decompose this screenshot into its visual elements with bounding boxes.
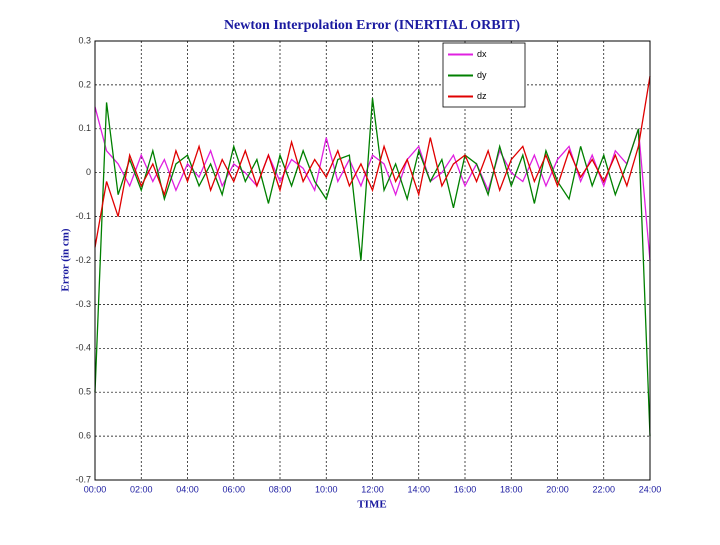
y-tick-label: -0.2 [75, 255, 91, 265]
x-tick-label: 04:00 [176, 484, 199, 494]
y-tick-label: 0 [86, 167, 91, 177]
x-tick-label: 12:00 [361, 484, 384, 494]
y-axis-label: Error (in cm) [60, 228, 72, 291]
y-tick-label: 0.3 [78, 35, 91, 45]
x-tick-label: 06:00 [222, 484, 245, 494]
y-tick-label: -0.4 [75, 343, 91, 353]
x-axis-label: TIME [357, 499, 386, 511]
y-tick-label: 0.1 [78, 123, 91, 133]
x-tick-label: 18:00 [500, 484, 523, 494]
series-line [94, 76, 651, 248]
series-line [94, 106, 651, 261]
y-tick-label: 0.2 [78, 79, 91, 89]
x-tick-label: 00:00 [84, 484, 107, 494]
legend-label: dz [477, 91, 487, 101]
y-tick-label: -0.1 [75, 211, 91, 221]
chart-title: Newton Interpolation Error (INERTIAL ORB… [224, 18, 520, 33]
y-tick-label: 0.5 [78, 387, 91, 397]
legend-label: dx [477, 49, 487, 59]
x-tick-label: 02:00 [130, 484, 153, 494]
x-tick-label: 14:00 [407, 484, 430, 494]
x-tick-label: 22:00 [592, 484, 615, 494]
legend-label: dy [477, 70, 487, 80]
y-tick-label: -0.3 [75, 299, 91, 309]
x-tick-label: 08:00 [269, 484, 292, 494]
x-tick-label: 10:00 [315, 484, 338, 494]
plot-frame [94, 40, 651, 481]
y-tick-label: 0.6 [78, 430, 91, 440]
series-line [94, 97, 651, 437]
x-tick-label: 20:00 [546, 484, 569, 494]
x-tick-label: 16:00 [454, 484, 477, 494]
x-tick-label: 24:00 [639, 484, 662, 494]
y-tick-label: -0.7 [75, 474, 91, 484]
